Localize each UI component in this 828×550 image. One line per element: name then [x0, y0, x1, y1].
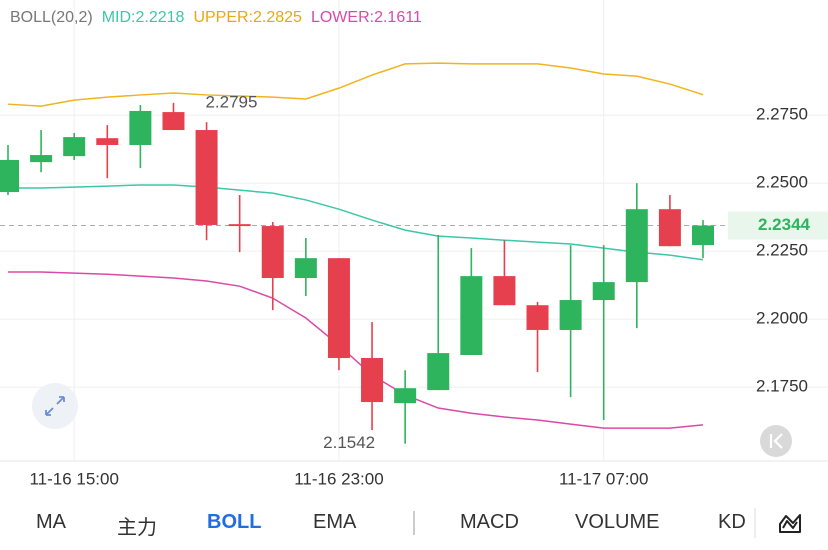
- expand-button[interactable]: [32, 383, 78, 429]
- tab[interactable]: MA: [36, 511, 66, 533]
- candle-body: [658, 209, 681, 247]
- tab[interactable]: KD: [718, 511, 746, 533]
- y-tick-label: 2.2500: [756, 173, 808, 192]
- candle-body: [493, 276, 516, 306]
- chart-type-icon[interactable]: [779, 514, 801, 533]
- bands: [7, 62, 704, 429]
- grid: [0, 0, 828, 460]
- indicator-legend: BOLL(20,2) MID:2.2218 UPPER:2.2825 LOWER…: [10, 9, 422, 27]
- tab[interactable]: EMA: [313, 511, 357, 533]
- candle-body: [460, 276, 483, 355]
- y-tick-label: 2.2000: [756, 309, 808, 328]
- candle-body: [228, 224, 251, 227]
- candle-body: [592, 282, 615, 301]
- candle-body: [294, 258, 317, 279]
- legend-mid: MID:2.2218: [101, 9, 185, 26]
- low-label: 2.1542: [323, 433, 375, 452]
- candle-body: [559, 300, 582, 330]
- candles: [0, 102, 714, 444]
- candle-body: [692, 225, 714, 246]
- candle-body: [162, 112, 185, 131]
- band-line: [8, 271, 704, 429]
- tab[interactable]: BOLL: [207, 511, 262, 533]
- tab[interactable]: 主力: [117, 517, 157, 539]
- candle-body: [261, 226, 284, 279]
- candle-body: [327, 258, 350, 358]
- candle-body: [129, 110, 152, 145]
- high-label: 2.2795: [205, 92, 257, 111]
- candle-body: [0, 159, 19, 193]
- candle-body: [427, 353, 450, 391]
- legend-lower: LOWER:2.1611: [310, 9, 422, 26]
- candle-body: [361, 357, 384, 403]
- current-price-label: 2.2344: [758, 215, 811, 234]
- tab[interactable]: MACD: [460, 511, 519, 533]
- band-line: [8, 184, 704, 261]
- labels: 2.2750 2.2500 2.2250 2.2000 2.1750 11-16 15:0…: [29, 92, 828, 488]
- candle-body: [30, 155, 53, 163]
- candle-body: [96, 138, 119, 145]
- scroll-end-icon: [769, 433, 783, 449]
- indicator-name: BOLL(20,2): [10, 9, 93, 26]
- x-tick-label: 11-16 23:00: [294, 469, 383, 488]
- tab[interactable]: VOLUME: [575, 511, 660, 533]
- candle-body: [526, 305, 549, 330]
- candle-body: [625, 209, 648, 283]
- y-tick-label: 2.2750: [756, 105, 808, 124]
- x-tick-label: 11-16 15:00: [29, 469, 118, 488]
- candle-body: [63, 137, 86, 157]
- x-tick-label: 11-17 07:00: [559, 469, 648, 488]
- candle-body: [195, 130, 218, 225]
- band-line: [7, 62, 704, 107]
- candle-body: [394, 388, 417, 404]
- expand-icon: [45, 396, 65, 416]
- y-tick-label: 2.1750: [756, 377, 808, 396]
- current-price-box: [728, 211, 828, 240]
- y-tick-label: 2.2250: [756, 241, 808, 260]
- legend-upper: UPPER:2.2825: [193, 9, 302, 26]
